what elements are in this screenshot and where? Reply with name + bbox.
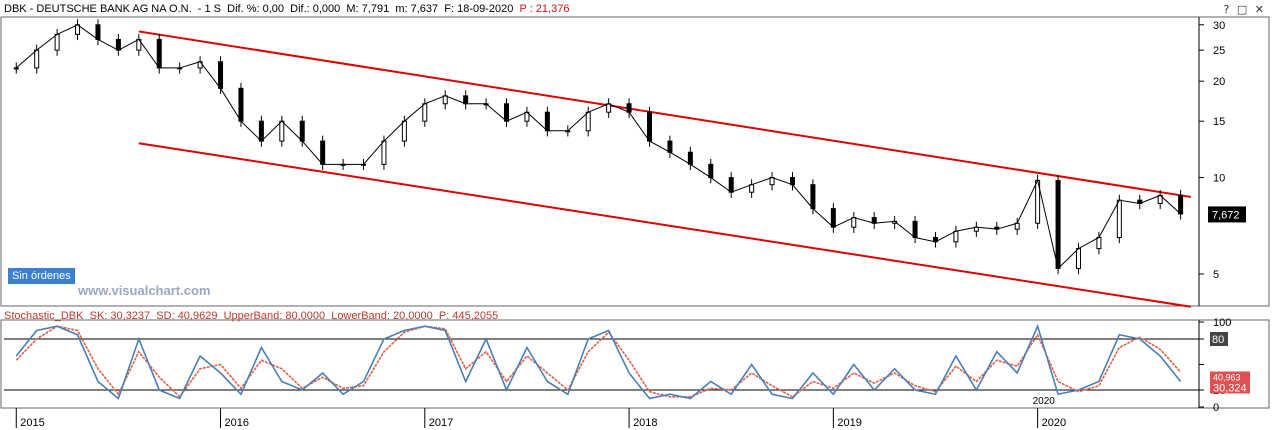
candle-body	[728, 177, 734, 193]
x-tick-label: 2018	[633, 417, 657, 429]
candle-body	[585, 111, 591, 132]
price-y-tick-label: 15	[1213, 116, 1225, 128]
candle-body	[238, 87, 244, 122]
stochastic-panel-header: Stochastic_DBK SK: 30,3237 SD: 40,9629 U…	[4, 310, 498, 322]
stoch-upper-badge	[1210, 332, 1228, 346]
x-tick-label: 2019	[837, 417, 861, 429]
candle-body	[626, 103, 632, 113]
candle-body	[789, 177, 795, 186]
candle-body	[34, 49, 40, 69]
price-y-tick-label: 20	[1213, 76, 1225, 88]
candle-body	[851, 217, 857, 228]
stoch-upper: UpperBand: 80,0000	[223, 310, 326, 322]
stoch-panel-frame	[0, 319, 1270, 409]
price-y-tick-label: 25	[1213, 45, 1225, 57]
dif-label: Dif.: 0,000	[290, 3, 341, 15]
candle-body	[115, 38, 121, 51]
stoch-lower: LowerBand: 20,0000	[331, 310, 433, 322]
candle-body	[95, 24, 101, 40]
candle-body	[769, 177, 775, 186]
candle-body	[299, 120, 305, 142]
stoch-year-marker: 2020	[1033, 396, 1056, 407]
price-y-tick-label: 30	[1213, 20, 1225, 32]
candle-body	[1096, 236, 1102, 250]
candle-body	[401, 120, 407, 142]
symbol-title: DBK - DEUTSCHE BANK AG NA O.N.	[4, 3, 192, 15]
candle-body	[1178, 194, 1184, 215]
candle-body	[381, 140, 387, 165]
stoch-y-tick-label: 80	[1212, 334, 1224, 346]
max-label: M: 7,791	[346, 3, 390, 15]
price-y-tick-label: 5	[1213, 269, 1219, 281]
stoch-y-tick-label: 0	[1213, 402, 1219, 414]
stoch-last-d-label: 40,963	[1213, 373, 1241, 383]
date-label: F: 18-09-2020	[444, 3, 514, 15]
candle-body	[279, 120, 285, 142]
candle-body	[442, 95, 448, 105]
x-tick-label: 2015	[20, 417, 44, 429]
candle-body	[953, 230, 959, 243]
candle-body	[1055, 179, 1061, 270]
watermark: www.visualchart.com	[78, 283, 211, 298]
candle-body	[1116, 199, 1122, 238]
stoch-name: Stochastic_DBK	[4, 310, 84, 322]
candle-body	[156, 38, 162, 69]
last-price-label: 7,672	[1212, 209, 1240, 221]
stoch-sk-line	[15, 323, 1182, 400]
interval-label: 1 S	[204, 3, 222, 15]
x-tick-label: 2017	[429, 417, 453, 429]
candle-body	[504, 103, 510, 122]
price-y-tick-label: 10	[1213, 173, 1225, 185]
candle-body	[749, 184, 755, 193]
candle-body	[422, 103, 428, 122]
lower-channel-line	[138, 142, 1191, 308]
x-tick-label: 2020	[1042, 417, 1066, 429]
candle-body	[912, 220, 918, 238]
stoch-sk: SK: 30,3237	[89, 310, 151, 322]
candle-body	[687, 151, 693, 165]
candle-body	[258, 120, 264, 142]
stoch-y-tick-label: 100	[1213, 317, 1231, 329]
min-label: m: 7,637	[395, 3, 439, 15]
candle-body	[320, 140, 326, 165]
candle-body	[13, 67, 19, 70]
candle-body	[54, 33, 60, 51]
stoch-last-k-label: 30,324	[1213, 383, 1247, 395]
upper-channel-line	[138, 30, 1191, 198]
close-line	[15, 24, 1181, 270]
candle-body	[606, 103, 612, 113]
price-panel-header: DBK - DEUTSCHE BANK AG NA O.N. - 1 S Dif…	[4, 3, 570, 15]
candle-body	[544, 111, 550, 132]
x-tick-label: 2016	[225, 417, 249, 429]
window-controls[interactable]: ? □ ✕	[1223, 3, 1266, 16]
stoch-p: P: 445,2055	[438, 310, 499, 322]
stoch-sd: SD: 40,9629	[156, 310, 218, 322]
stoch-sd-line	[15, 325, 1182, 399]
price-panel-frame	[0, 16, 1270, 307]
candle-body	[463, 95, 469, 105]
candle-body	[708, 163, 714, 179]
candle-body	[218, 61, 224, 89]
stoch-last-badge	[1210, 371, 1250, 394]
candle-body	[1075, 248, 1081, 270]
p-value-label: P : 21,376	[519, 3, 570, 15]
dif-pct-label: Dif. %: 0,00	[227, 3, 284, 15]
last-price-badge	[1208, 206, 1246, 223]
order-status-badge[interactable]: Sin órdenes	[8, 268, 75, 284]
candle-body	[830, 208, 836, 228]
candle-body	[647, 111, 653, 142]
candle-body	[810, 184, 816, 210]
candle-body	[667, 140, 673, 153]
